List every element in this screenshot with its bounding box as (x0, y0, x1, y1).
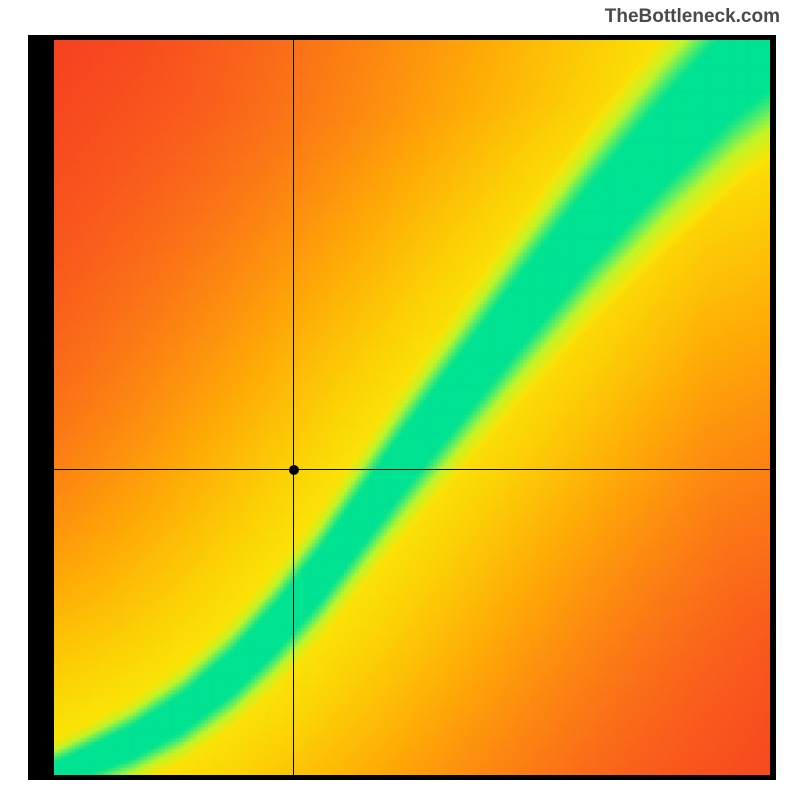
figure-container: TheBottleneck.com (0, 0, 800, 800)
crosshair-marker (289, 465, 299, 475)
crosshair-vertical (293, 40, 294, 775)
heatmap-canvas (54, 40, 770, 775)
plot-area (54, 40, 770, 775)
crosshair-horizontal (54, 469, 770, 470)
watermark-text: TheBottleneck.com (605, 6, 780, 28)
outer-black-frame (28, 35, 776, 780)
